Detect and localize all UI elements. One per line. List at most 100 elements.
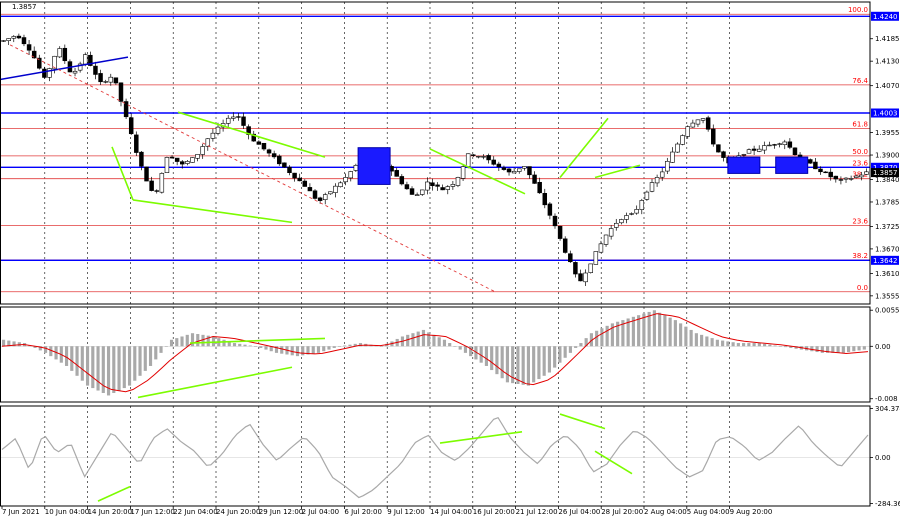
cci-line: [1, 416, 869, 499]
candle-body: [833, 175, 839, 180]
macd-histogram-bar: [143, 346, 147, 371]
candle: [522, 166, 527, 171]
candle: [195, 154, 200, 162]
y-tick-label: 1.3840: [875, 176, 900, 184]
candle: [721, 150, 726, 162]
macd-histogram-bar: [458, 346, 462, 350]
macd-histogram-bar: [469, 346, 473, 357]
x-tick-label: 28 Jul 20:00: [601, 508, 643, 516]
price-tag-label: 1.3642: [873, 257, 898, 265]
macd-histogram-bar: [747, 343, 751, 347]
macd-histogram-bar: [789, 346, 793, 348]
candle: [746, 148, 752, 154]
macd-histogram-bar: [379, 346, 384, 347]
candle: [471, 154, 476, 157]
candle-body: [430, 182, 435, 187]
price-tag: [871, 108, 899, 118]
macd-histogram-bar: [211, 336, 216, 347]
candle: [1, 40, 6, 42]
macd-histogram-bar: [474, 346, 478, 360]
candle-body: [573, 262, 578, 275]
pane-border: [0, 1, 871, 305]
candle-body: [670, 151, 675, 163]
candle: [174, 157, 180, 166]
macd-histogram-bar: [484, 346, 489, 366]
cci-divergence-line: [594, 450, 633, 475]
candle-body: [700, 118, 706, 121]
candle: [629, 212, 634, 216]
price-tag: [871, 168, 899, 178]
candle-body: [568, 253, 573, 263]
macd-histogram-bar: [568, 346, 572, 353]
blue-zone-box: [357, 147, 391, 185]
candle: [547, 202, 553, 220]
candle-body: [644, 191, 650, 200]
candle-body: [21, 37, 27, 45]
macd-signal-line: [1, 313, 869, 393]
candle-body: [307, 187, 313, 192]
candle-body: [118, 82, 124, 102]
y-tick-label: 1.3900: [875, 152, 900, 160]
candle: [225, 115, 231, 128]
macd-histogram-bar: [673, 320, 677, 347]
candle: [108, 73, 114, 86]
candle: [394, 167, 399, 177]
cci-indicator: [0, 413, 870, 502]
x-tick-label: 22 Jun 04:00: [173, 508, 217, 516]
y-tick-label: 1.4070: [875, 82, 900, 90]
candle-body: [292, 172, 297, 179]
fib-level-label: 100.0: [848, 6, 868, 14]
candle: [134, 131, 139, 156]
x-tick-label: 6 Jul 20:00: [344, 508, 382, 516]
candle-body: [348, 171, 353, 179]
candle-body: [16, 35, 22, 39]
candle-body: [859, 174, 864, 178]
y-tick-label: 1.3785: [875, 198, 900, 206]
macd-histogram-bar: [7, 340, 11, 347]
macd-histogram-bar: [820, 346, 824, 353]
candle: [42, 66, 47, 79]
candle-body: [108, 76, 114, 83]
fib-level-label: 76.4: [852, 77, 868, 85]
candle: [77, 61, 83, 73]
candle: [527, 166, 532, 179]
candle: [608, 225, 614, 240]
macd-histogram-bar: [442, 339, 447, 347]
macd-histogram-bar: [127, 346, 132, 386]
candle-body: [445, 186, 451, 190]
macd-histogram-bar: [463, 346, 468, 353]
candle: [542, 188, 548, 209]
candle: [756, 145, 762, 153]
candle: [277, 154, 282, 166]
candle: [287, 165, 292, 176]
candle: [430, 178, 435, 191]
green-divergence-line: [559, 117, 609, 178]
fib-level-label: 38.2: [852, 252, 868, 260]
candle: [619, 218, 624, 225]
candle-body: [93, 65, 98, 75]
candle: [282, 162, 287, 168]
candle-body: [675, 143, 680, 153]
macd-histogram-bar: [49, 346, 53, 357]
x-tick-label: 2 Aug 04:00: [644, 508, 687, 516]
candle-body: [583, 272, 588, 283]
candle-body: [843, 177, 849, 180]
candle-body: [185, 161, 190, 164]
candle: [772, 143, 777, 149]
candle: [695, 119, 701, 128]
macd-histogram-bar: [17, 342, 21, 347]
candle: [62, 44, 68, 64]
candle-body: [685, 126, 690, 137]
macd-histogram-bar: [563, 346, 567, 358]
macd-histogram-bar: [810, 346, 814, 352]
macd-histogram-bar: [280, 346, 284, 354]
candle-body: [557, 225, 563, 239]
macd-histogram-bar: [773, 345, 777, 347]
macd-histogram-bar: [327, 346, 331, 350]
candle-body: [297, 177, 302, 182]
candle-body: [277, 155, 282, 165]
candle-body: [195, 154, 200, 159]
candle: [486, 153, 491, 164]
candle: [491, 156, 496, 166]
